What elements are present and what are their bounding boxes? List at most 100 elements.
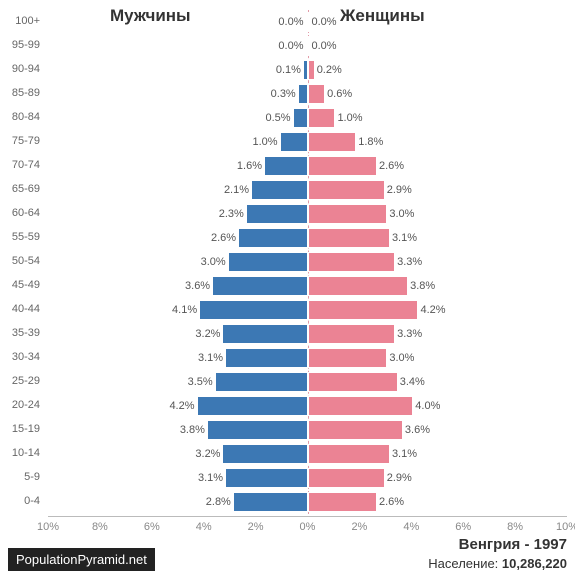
bar-area: 3.1%3.0% (48, 346, 567, 370)
bar-area: 0.0%0.0% (48, 34, 567, 58)
age-label: 40-44 (4, 303, 40, 315)
bar-female (308, 348, 388, 368)
bar-male (212, 276, 307, 296)
age-label: 90-94 (4, 63, 40, 75)
bar-female (308, 204, 388, 224)
bar-label-male: 3.2% (195, 448, 220, 460)
pyramid-row: 65-692.1%2.9% (0, 178, 575, 202)
pyramid-row: 0-4 2.8% 2.6% (0, 490, 575, 514)
bar-area: 1.0%1.8% (48, 130, 567, 154)
age-label: 20-24 (4, 399, 40, 411)
bar-area: 4.1% 4.2% (48, 298, 567, 322)
bar-female (308, 180, 385, 200)
bar-area: 2.3% 3.0% (48, 202, 567, 226)
bar-label-male: 3.6% (185, 280, 210, 292)
pyramid-row: 45-493.6%3.8% (0, 274, 575, 298)
population-label: Население: (428, 556, 502, 571)
axis-tick: 2% (248, 521, 264, 533)
pyramid-row: 50-54 3.0% 3.3% (0, 250, 575, 274)
bar-area: 4.2%4.0% (48, 394, 567, 418)
pyramid-row: 5-9 3.1% 2.9% (0, 466, 575, 490)
age-label: 50-54 (4, 255, 40, 267)
pyramid-row: 15-193.8%3.6% (0, 418, 575, 442)
bar-label-female: 0.0% (312, 40, 337, 52)
bar-female (308, 36, 310, 56)
pyramid-row: 100+0.0%0.0% (0, 10, 575, 34)
bar-label-female: 0.2% (317, 64, 342, 76)
bar-label-female: 2.6% (379, 496, 404, 508)
bar-label-female: 3.4% (400, 376, 425, 388)
pyramid-row: 35-393.2%3.3% (0, 322, 575, 346)
pyramid-row: 40-44 4.1% 4.2% (0, 298, 575, 322)
age-label: 5-9 (4, 471, 40, 483)
bar-label-male: 2.3% (219, 208, 244, 220)
bar-female (308, 444, 390, 464)
bar-area: 2.1%2.9% (48, 178, 567, 202)
bar-label-male: 0.0% (278, 16, 303, 28)
age-label: 75-79 (4, 135, 40, 147)
bar-label-male: 2.8% (206, 496, 231, 508)
bar-female (308, 420, 403, 440)
bar-label-female: 4.2% (420, 304, 445, 316)
bar-label-female: 1.8% (358, 136, 383, 148)
age-label: 80-84 (4, 111, 40, 123)
bar-label-female: 3.0% (389, 352, 414, 364)
pyramid-row: 70-741.6%2.6% (0, 154, 575, 178)
bar-label-female: 0.6% (327, 88, 352, 100)
axis-tick: 4% (196, 521, 212, 533)
population-line: Население: 10,286,220 (428, 556, 567, 571)
age-label: 30-34 (4, 351, 40, 363)
bar-male (225, 468, 307, 488)
bar-female (308, 60, 315, 80)
age-label: 85-89 (4, 87, 40, 99)
bar-male (246, 204, 308, 224)
bar-area: 3.2%3.3% (48, 322, 567, 346)
age-label: 70-74 (4, 159, 40, 171)
bar-label-female: 2.9% (387, 472, 412, 484)
bar-label-male: 3.0% (201, 256, 226, 268)
pyramid-row: 30-34 3.1%3.0% (0, 346, 575, 370)
pyramid-row: 20-24 4.2%4.0% (0, 394, 575, 418)
bar-label-female: 3.0% (389, 208, 414, 220)
bar-male (222, 444, 307, 464)
bar-label-male: 2.1% (224, 184, 249, 196)
bar-area: 3.1% 2.9% (48, 466, 567, 490)
age-label: 55-59 (4, 231, 40, 243)
axis-tick: 4% (403, 521, 419, 533)
bar-label-male: 3.8% (180, 424, 205, 436)
bar-female (308, 108, 336, 128)
bar-label-male: 3.1% (198, 472, 223, 484)
x-axis: 10%8%6%4%2%0%2%4%6%8%10% (48, 516, 567, 537)
population-value: 10,286,220 (502, 556, 567, 571)
bar-area: 0.3%0.6% (48, 82, 567, 106)
bar-female (308, 324, 396, 344)
bar-male (222, 324, 307, 344)
axis-tick: 6% (144, 521, 160, 533)
bar-label-female: 0.0% (312, 16, 337, 28)
bar-female (308, 396, 414, 416)
pyramid-row: 90-940.1%0.2% (0, 58, 575, 82)
bar-label-female: 3.1% (392, 448, 417, 460)
pyramid-row: 80-84 0.5%1.0% (0, 106, 575, 130)
age-label: 0-4 (4, 495, 40, 507)
bar-female (308, 12, 310, 32)
bar-area: 0.5%1.0% (48, 106, 567, 130)
pyramid-row: 60-642.3%3.0% (0, 202, 575, 226)
bar-male (228, 252, 308, 272)
pyramid-row: 75-79 1.0%1.8% (0, 130, 575, 154)
axis-tick: 6% (455, 521, 471, 533)
bar-label-female: 3.3% (397, 256, 422, 268)
bar-label-female: 4.0% (415, 400, 440, 412)
bar-male (298, 84, 308, 104)
bar-area: 3.5%3.4% (48, 370, 567, 394)
pyramid-row: 10-143.2%3.1% (0, 442, 575, 466)
bar-label-male: 4.1% (172, 304, 197, 316)
bar-male (264, 156, 308, 176)
bar-label-female: 3.1% (392, 232, 417, 244)
bar-area: 2.6%3.1% (48, 226, 567, 250)
pyramid-row: 25-293.5%3.4% (0, 370, 575, 394)
bar-label-male: 3.2% (195, 328, 220, 340)
bar-male (225, 348, 307, 368)
age-label: 45-49 (4, 279, 40, 291)
bar-male (197, 396, 308, 416)
